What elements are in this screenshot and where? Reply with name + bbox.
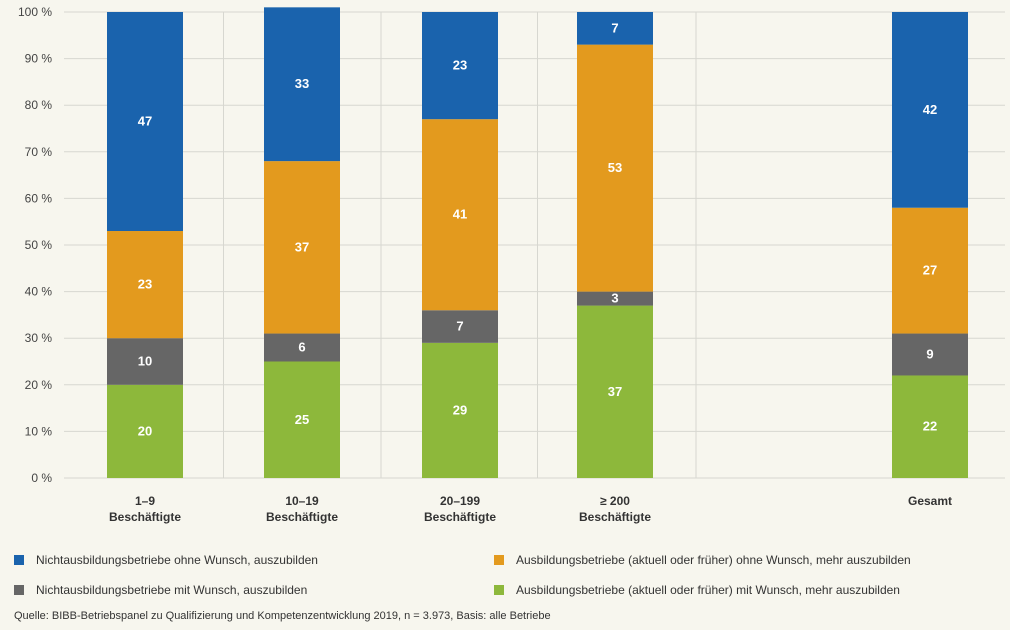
x-tick-label: 1–9	[135, 494, 155, 508]
data-label: 7	[456, 319, 463, 334]
gridlines	[64, 11, 1005, 479]
data-label: 47	[138, 114, 152, 129]
bar-segment	[107, 384, 183, 478]
y-tick-label: 0 %	[31, 471, 52, 485]
bar-segment	[264, 361, 340, 478]
data-label: 25	[295, 412, 309, 427]
bar-segment	[422, 342, 498, 478]
data-label: 10	[138, 354, 152, 369]
data-label: 53	[608, 160, 622, 175]
legend: Nichtausbildungsbetriebe ohne Wunsch, au…	[14, 553, 1004, 613]
y-tick-label: 40 %	[25, 285, 53, 299]
bar-segment	[892, 12, 968, 208]
legend-label: Nichtausbildungsbetriebe ohne Wunsch, au…	[36, 553, 318, 567]
legend-item: Nichtausbildungsbetriebe mit Wunsch, aus…	[14, 583, 307, 597]
bar-segment	[107, 231, 183, 339]
data-label: 20	[138, 423, 152, 438]
y-tick-label: 70 %	[25, 145, 53, 159]
y-tick-label: 100 %	[18, 5, 52, 19]
legend-item: Nichtausbildungsbetriebe ohne Wunsch, au…	[14, 553, 318, 567]
data-label: 37	[295, 239, 309, 254]
legend-swatch	[494, 555, 504, 565]
x-axis-labels: 1–9 Beschäftigte 10–19 Beschäftigte 20–199 Be…	[109, 494, 952, 524]
data-label: 22	[923, 419, 937, 434]
bar-segment	[422, 119, 498, 311]
y-tick-label: 10 %	[25, 424, 53, 438]
legend-swatch	[14, 585, 24, 595]
x-tick-label: Beschäftigte	[424, 510, 496, 524]
bar-segment	[577, 44, 653, 292]
legend-label: Ausbildungsbetriebe (aktuell oder früher…	[516, 583, 900, 597]
data-label: 33	[295, 76, 309, 91]
bar-segment	[422, 310, 498, 343]
legend-label: Nichtausbildungsbetriebe mit Wunsch, aus…	[36, 583, 308, 597]
data-label: 41	[453, 207, 467, 222]
bar-segment	[577, 12, 653, 45]
y-tick-label: 20 %	[25, 378, 53, 392]
bar-segment	[264, 7, 340, 162]
bar-segment	[107, 12, 183, 232]
data-label: 29	[453, 402, 467, 417]
legend-swatch	[494, 585, 504, 595]
data-label: 37	[608, 384, 622, 399]
y-tick-label: 50 %	[25, 238, 53, 252]
data-label: 27	[923, 263, 937, 278]
data-label: 23	[453, 58, 467, 73]
y-tick-label: 80 %	[25, 98, 53, 112]
bar-segment	[107, 338, 183, 385]
bar-segment	[422, 12, 498, 120]
bar-segment	[264, 333, 340, 362]
x-tick-label: Beschäftigte	[266, 510, 338, 524]
x-tick-label: Gesamt	[908, 494, 952, 508]
y-tick-label: 30 %	[25, 331, 53, 345]
x-tick-label: 10–19	[285, 494, 319, 508]
data-label: 42	[923, 102, 937, 117]
data-label: 7	[611, 20, 618, 35]
x-tick-label: Beschäftigte	[109, 510, 181, 524]
source-note: Quelle: BIBB-Betriebspanel zu Qualifizie…	[14, 610, 551, 622]
bar-segment	[892, 207, 968, 334]
x-tick-label: 20–199	[440, 494, 480, 508]
data-label: 9	[926, 347, 933, 362]
legend-item: Ausbildungsbetriebe (aktuell oder früher…	[494, 583, 900, 597]
legend-swatch	[14, 555, 24, 565]
y-tick-label: 60 %	[25, 191, 53, 205]
data-label: 6	[298, 340, 305, 355]
bar-segment	[892, 333, 968, 376]
legend-label: Ausbildungsbetriebe (aktuell oder früher…	[516, 553, 911, 567]
stacked-bar-chart: 0 % 10 % 20 % 30 % 40 % 50 % 60 % 70 % 80 % 90 % 1…	[18, 5, 1005, 524]
data-label: 23	[138, 277, 152, 292]
bars: 20 10 23 47 25 6 37 33 29 7 41 23 37 3 53 7 22 9 27 42	[107, 7, 968, 478]
bar-segment	[577, 305, 653, 478]
data-label: 3	[611, 291, 618, 306]
y-tick-label: 90 %	[25, 52, 53, 66]
y-axis-ticks: 0 % 10 % 20 % 30 % 40 % 50 % 60 % 70 % 80 % 90 % 1…	[18, 5, 52, 485]
x-tick-label: ≥ 200	[600, 494, 630, 508]
legend-item: Ausbildungsbetriebe (aktuell oder früher…	[494, 553, 911, 567]
bar-segment	[264, 161, 340, 334]
x-tick-label: Beschäftigte	[579, 510, 651, 524]
bar-segment	[577, 291, 653, 306]
bar-segment	[892, 375, 968, 478]
